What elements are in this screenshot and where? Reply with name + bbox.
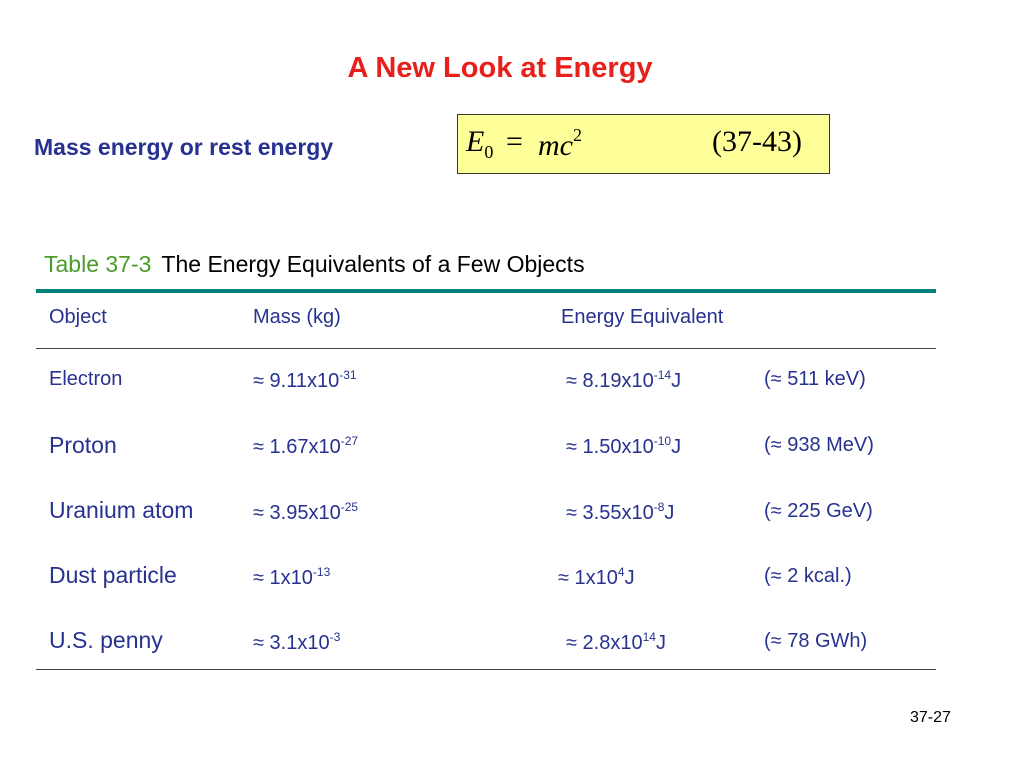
row-dust-alt: (≈ 2 kcal.): [764, 565, 852, 587]
mass-base: ≈ 9.11x10: [253, 370, 340, 392]
row-dust-energy: ≈ 1x104J: [558, 565, 635, 590]
row-electron-object: Electron: [49, 368, 123, 390]
row-penny-alt: (≈ 78 GWh): [764, 630, 868, 652]
mass-exponent: -31: [339, 368, 357, 382]
equation-lhs-symbol: E: [466, 125, 485, 158]
mass-exponent: -3: [329, 630, 341, 644]
row-uranium-alt: (≈ 225 GeV): [764, 500, 873, 522]
row-dust-mass: ≈ 1x10-13: [253, 565, 330, 590]
energy-exponent: 14: [642, 630, 656, 644]
equation-rhs: mc2: [538, 125, 582, 163]
equation-lhs-subscript: 0: [484, 142, 494, 162]
row-uranium-mass: ≈ 3.95x10-25: [253, 500, 358, 525]
table-top-rule: [36, 289, 936, 293]
row-electron-mass: ≈ 9.11x10-31: [253, 368, 357, 393]
mass-energy-label: Mass energy or rest energy: [34, 134, 334, 160]
equation-number: (37-43): [712, 125, 802, 158]
header-object: Object: [49, 306, 107, 328]
table-header-rule: [36, 348, 936, 349]
table-caption: Table 37-3 The Energy Equivalents of a Fe…: [44, 251, 585, 278]
energy-unit: J: [671, 370, 682, 392]
row-proton-object: Proton: [49, 432, 117, 458]
table-caption-text: The Energy Equivalents of a Few Objects: [161, 251, 585, 277]
slide-title: A New Look at Energy: [347, 52, 653, 84]
energy-base: ≈ 1.50x10: [566, 436, 654, 458]
energy-base: ≈ 3.55x10: [566, 502, 654, 524]
table-caption-number: Table 37-3: [44, 251, 152, 277]
row-penny-mass: ≈ 3.1x10-3: [253, 630, 340, 655]
energy-unit: J: [664, 502, 675, 524]
energy-exponent: -8: [653, 500, 665, 514]
table-bottom-rule: [36, 669, 936, 670]
equation-rhs-symbol: mc: [538, 129, 573, 162]
header-energy: Energy Equivalent: [561, 306, 724, 328]
energy-base: ≈ 2.8x10: [566, 632, 643, 654]
mass-base: ≈ 1x10: [253, 567, 313, 589]
row-proton-alt: (≈ 938 MeV): [764, 434, 874, 456]
energy-base: ≈ 8.19x10: [566, 370, 654, 392]
row-electron-alt: (≈ 511 keV): [764, 368, 866, 390]
mass-base: ≈ 3.95x10: [253, 502, 341, 524]
energy-unit: J: [624, 567, 635, 589]
row-proton-mass: ≈ 1.67x10-27: [253, 434, 358, 459]
energy-exponent: 4: [617, 565, 625, 579]
row-penny-energy: ≈ 2.8x1014J: [566, 630, 666, 655]
energy-unit: J: [671, 436, 682, 458]
equation-rhs-exponent: 2: [572, 125, 582, 145]
row-proton-energy: ≈ 1.50x10-10J: [566, 434, 681, 459]
energy-base: ≈ 1x10: [558, 567, 618, 589]
energy-unit: J: [655, 632, 666, 654]
row-uranium-object: Uranium atom: [49, 497, 194, 523]
mass-exponent: -27: [340, 434, 359, 448]
energy-exponent: -14: [653, 368, 672, 382]
equation-lhs: E0: [466, 125, 493, 163]
row-uranium-energy: ≈ 3.55x10-8J: [566, 500, 674, 525]
mass-exponent: -25: [340, 500, 359, 514]
row-dust-object: Dust particle: [49, 562, 177, 588]
mass-base: ≈ 3.1x10: [253, 632, 330, 654]
equation-box: E0 = mc2 (37-43): [457, 114, 830, 174]
mass-exponent: -13: [312, 565, 331, 579]
header-mass: Mass (kg): [253, 306, 341, 328]
energy-exponent: -10: [653, 434, 672, 448]
page-number: 37-27: [910, 709, 951, 726]
row-electron-energy: ≈ 8.19x10-14J: [566, 368, 681, 393]
row-penny-object: U.S. penny: [49, 627, 163, 653]
mass-base: ≈ 1.67x10: [253, 436, 341, 458]
equation-equals: =: [506, 125, 523, 158]
